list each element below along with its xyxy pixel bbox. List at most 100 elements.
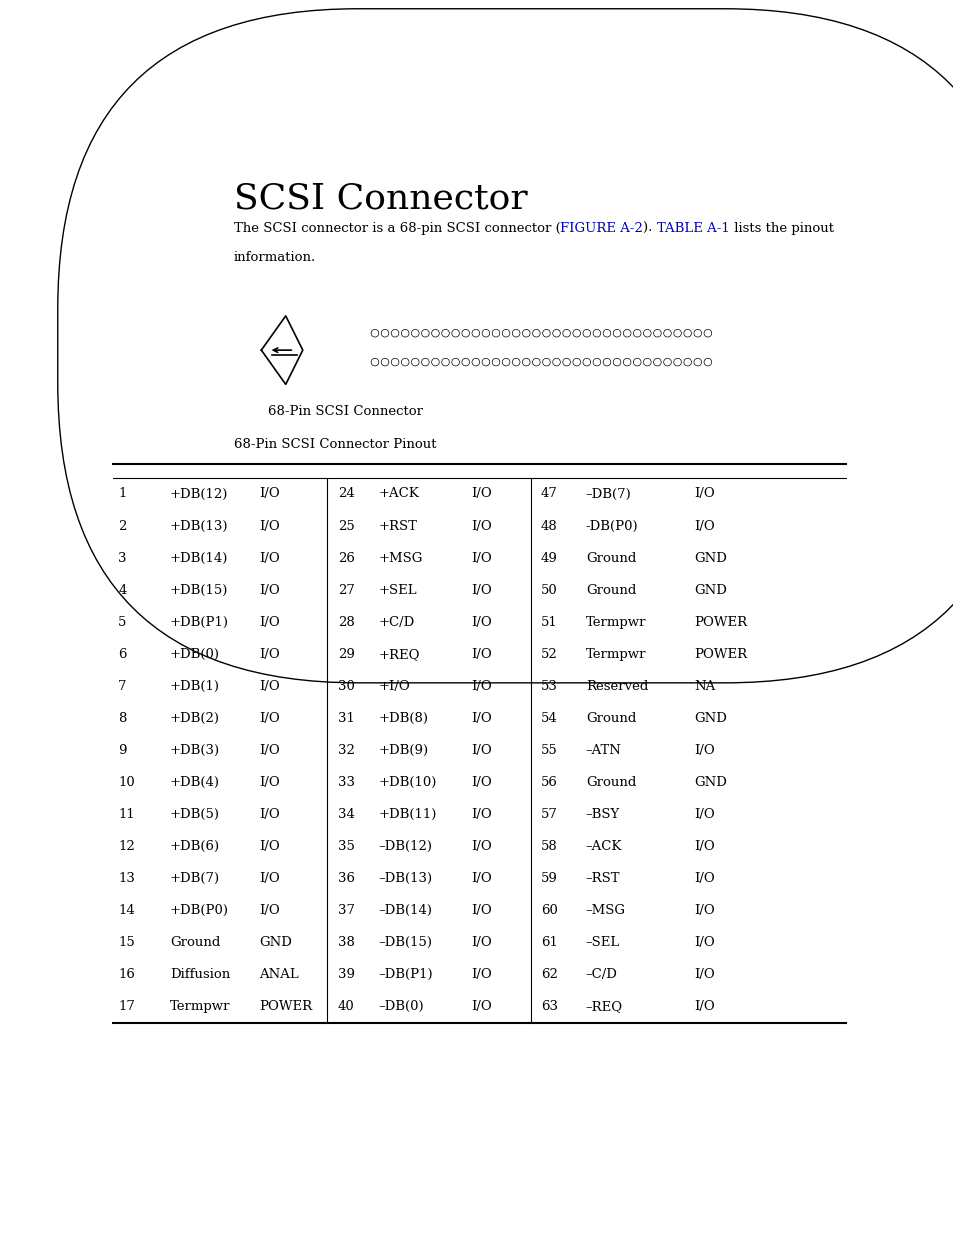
Text: 15: 15 — [118, 936, 135, 948]
Text: –BSY: –BSY — [585, 808, 619, 821]
Text: 34: 34 — [337, 808, 355, 821]
Text: I/O: I/O — [471, 776, 492, 789]
Text: The SCSI connector is a 68-pin SCSI connector (: The SCSI connector is a 68-pin SCSI conn… — [233, 222, 560, 236]
Text: Ground: Ground — [585, 711, 636, 725]
Text: 47: 47 — [540, 488, 558, 500]
Text: 54: 54 — [540, 711, 558, 725]
Text: 59: 59 — [540, 872, 558, 885]
Text: 14: 14 — [118, 904, 135, 916]
Text: 1: 1 — [118, 488, 127, 500]
Text: I/O: I/O — [259, 904, 280, 916]
Text: 57: 57 — [540, 808, 558, 821]
Text: 49: 49 — [540, 552, 558, 564]
Text: GND: GND — [259, 936, 292, 948]
Text: 8: 8 — [118, 711, 127, 725]
Text: 4: 4 — [118, 584, 127, 597]
Text: +DB(8): +DB(8) — [378, 711, 428, 725]
Text: +DB(6): +DB(6) — [170, 840, 220, 853]
Text: –DB(14): –DB(14) — [378, 904, 433, 916]
Text: 9: 9 — [118, 743, 127, 757]
Text: +DB(2): +DB(2) — [170, 711, 219, 725]
Text: GND: GND — [694, 584, 726, 597]
Text: -DB(P0): -DB(P0) — [585, 520, 638, 532]
Text: 27: 27 — [337, 584, 355, 597]
Text: I/O: I/O — [471, 968, 492, 981]
Text: I/O: I/O — [694, 808, 715, 821]
Text: 63: 63 — [540, 1000, 558, 1013]
Text: 55: 55 — [540, 743, 558, 757]
Text: 7: 7 — [118, 679, 127, 693]
Text: I/O: I/O — [259, 743, 280, 757]
Text: +DB(5): +DB(5) — [170, 808, 219, 821]
Text: +DB(7): +DB(7) — [170, 872, 220, 885]
Text: 28: 28 — [337, 615, 355, 629]
Text: ANAL: ANAL — [259, 968, 299, 981]
Text: Termpwr: Termpwr — [585, 615, 645, 629]
Text: I/O: I/O — [259, 647, 280, 661]
Text: GND: GND — [694, 552, 726, 564]
Text: +DB(15): +DB(15) — [170, 584, 228, 597]
Text: I/O: I/O — [694, 872, 715, 885]
Text: 6: 6 — [118, 647, 127, 661]
Text: 53: 53 — [540, 679, 558, 693]
Text: –DB(13): –DB(13) — [378, 872, 433, 885]
Text: I/O: I/O — [471, 936, 492, 948]
Text: Ground: Ground — [585, 552, 636, 564]
Text: I/O: I/O — [471, 647, 492, 661]
Text: 38: 38 — [337, 936, 355, 948]
Text: 51: 51 — [540, 615, 558, 629]
Text: 39: 39 — [337, 968, 355, 981]
Text: Termpwr: Termpwr — [585, 647, 645, 661]
Text: –DB(15): –DB(15) — [378, 936, 433, 948]
Text: I/O: I/O — [694, 840, 715, 853]
Text: I/O: I/O — [694, 520, 715, 532]
Text: 58: 58 — [540, 840, 558, 853]
Text: I/O: I/O — [694, 936, 715, 948]
Text: I/O: I/O — [259, 711, 280, 725]
Text: Termpwr: Termpwr — [170, 1000, 230, 1013]
Text: I/O: I/O — [694, 743, 715, 757]
Text: –DB(P1): –DB(P1) — [378, 968, 433, 981]
Text: 12: 12 — [118, 840, 135, 853]
Text: 25: 25 — [337, 520, 355, 532]
Text: 3: 3 — [118, 552, 127, 564]
Text: +DB(4): +DB(4) — [170, 776, 219, 789]
Text: 62: 62 — [540, 968, 558, 981]
Text: I/O: I/O — [694, 968, 715, 981]
Text: +DB(P1): +DB(P1) — [170, 615, 229, 629]
Text: 40: 40 — [337, 1000, 355, 1013]
Text: I/O: I/O — [471, 552, 492, 564]
Text: +SEL: +SEL — [378, 584, 416, 597]
Bar — [112, 140, 232, 151]
Text: +DB(13): +DB(13) — [170, 520, 228, 532]
Text: POWER: POWER — [694, 615, 747, 629]
Text: 36: 36 — [337, 872, 355, 885]
Text: TABLE A-1: TABLE A-1 — [657, 222, 729, 236]
Text: +DB(10): +DB(10) — [378, 776, 436, 789]
Text: +DB(3): +DB(3) — [170, 743, 220, 757]
Text: I/O: I/O — [471, 615, 492, 629]
Text: –REQ: –REQ — [585, 1000, 622, 1013]
Text: 2: 2 — [118, 520, 127, 532]
Text: –DB(0): –DB(0) — [378, 1000, 424, 1013]
Text: 13: 13 — [118, 872, 135, 885]
Text: 68-Pin SCSI Connector: 68-Pin SCSI Connector — [268, 405, 422, 419]
Text: Ground: Ground — [585, 776, 636, 789]
Text: 11: 11 — [118, 808, 135, 821]
Text: lists the pinout: lists the pinout — [729, 222, 833, 236]
Text: 24: 24 — [337, 488, 355, 500]
FancyBboxPatch shape — [58, 9, 953, 683]
Text: Diffusion: Diffusion — [170, 968, 230, 981]
Text: 68-Pin SCSI Connector Pinout: 68-Pin SCSI Connector Pinout — [233, 438, 436, 452]
Text: 37: 37 — [337, 904, 355, 916]
Text: –ACK: –ACK — [585, 840, 621, 853]
Text: FIGURE A-2: FIGURE A-2 — [560, 222, 642, 236]
Text: –DB(7): –DB(7) — [585, 488, 631, 500]
Text: SCSI Connector: SCSI Connector — [233, 182, 527, 216]
Text: +ACK: +ACK — [378, 488, 419, 500]
Text: 16: 16 — [118, 968, 135, 981]
Text: Ground: Ground — [170, 936, 220, 948]
Text: –ATN: –ATN — [585, 743, 621, 757]
Text: –C/D: –C/D — [585, 968, 617, 981]
Text: I/O: I/O — [471, 584, 492, 597]
